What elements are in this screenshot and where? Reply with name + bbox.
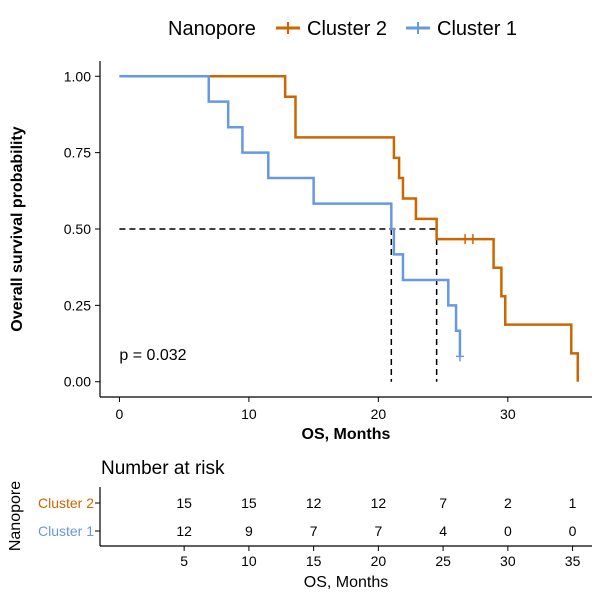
x-ticks: 0 10 20 30 [116,397,516,422]
risk-row-label: Cluster 2 [38,495,94,511]
x-axis-title: OS, Months [302,426,391,443]
median-survival-lines [119,228,438,382]
survival-plot: 0.00 0.25 0.50 0.75 1.00 0 10 20 30 p = 0.032 O… [9,61,592,443]
p-value-annotation: p = 0.032 [119,347,186,364]
risk-rows: Cluster 2 15 15 12 12 7 2 1 Cluster 1 12 9 7 7 4 0 0 [38,495,577,539]
risk-x-ticks: 5 10 15 20 25 30 35 [180,546,581,569]
legend: Nanopore Cluster 2 Cluster 1 [168,18,517,40]
risk-count: 12 [371,495,387,511]
risk-count: 7 [310,523,318,539]
y-ticks: 0.00 0.25 0.50 0.75 1.00 [64,68,100,390]
risk-y-axis-title: Nanopore [7,481,24,551]
risk-row-label: Cluster 1 [38,523,94,539]
legend-label: Cluster 1 [437,18,517,40]
risk-x-tick-label: 15 [306,553,322,569]
risk-x-tick-label: 30 [500,553,516,569]
y-tick-label: 0.00 [64,374,91,390]
y-tick-label: 1.00 [64,68,91,84]
risk-x-tick-label: 20 [371,553,387,569]
x-tick-label: 30 [500,406,516,422]
risk-count: 9 [245,523,253,539]
risk-count: 2 [504,495,512,511]
y-axis-title: Overall survival probability [9,126,26,332]
risk-count: 7 [439,495,447,511]
y-tick-label: 0.75 [64,145,91,161]
legend-label: Cluster 2 [307,18,387,40]
risk-count: 0 [569,523,577,539]
x-tick-label: 0 [116,406,124,422]
risk-x-axis-title: OS, Months [304,574,388,591]
y-tick-label: 0.25 [64,297,91,313]
legend-title: Nanopore [168,18,256,40]
risk-count: 1 [569,495,577,511]
x-tick-label: 20 [371,406,387,422]
risk-count: 12 [176,523,192,539]
risk-count: 0 [504,523,512,539]
x-tick-label: 10 [241,406,257,422]
y-tick-label: 0.50 [64,221,91,237]
risk-table-title: Number at risk [101,458,225,479]
risk-count: 7 [374,523,382,539]
risk-count: 12 [306,495,322,511]
risk-x-tick-label: 25 [435,553,451,569]
risk-table: Number at risk Cluster 2 15 15 12 12 7 2 1Clust… [7,458,592,591]
risk-x-tick-label: 10 [241,553,257,569]
legend-item-cluster-2: Cluster 2 [276,18,387,40]
risk-count: 4 [439,523,447,539]
survival-curve-cluster-1 [119,75,462,357]
legend-item-cluster-1: Cluster 1 [406,18,517,40]
risk-count: 15 [241,495,257,511]
survival-curves [119,75,580,382]
survival-curve-cluster-2 [119,75,580,382]
risk-count: 15 [176,495,192,511]
risk-x-tick-label: 5 [180,553,188,569]
risk-x-tick-label: 35 [565,553,581,569]
